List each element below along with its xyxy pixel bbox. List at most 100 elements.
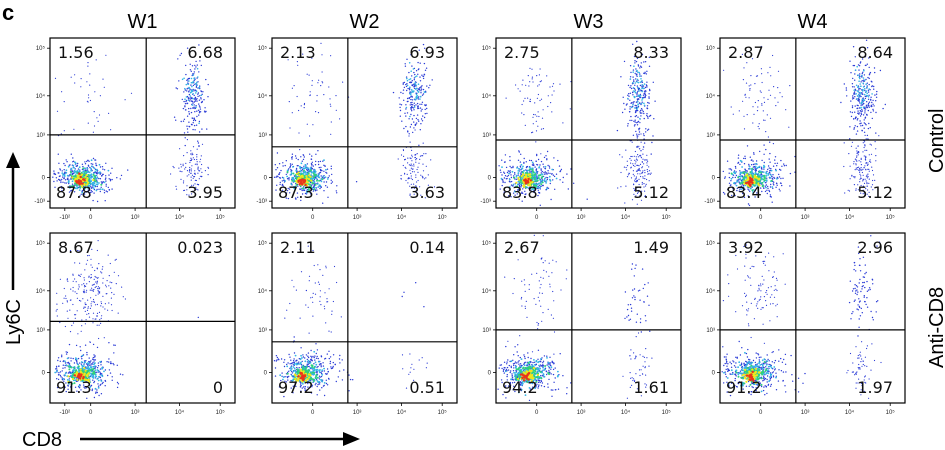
event-dot	[87, 164, 90, 166]
event-dot	[882, 107, 884, 110]
event-dot	[312, 176, 315, 179]
event-dot	[405, 115, 407, 117]
y-tick-label: 0	[712, 175, 716, 181]
event-dot	[858, 169, 860, 171]
event-dot	[94, 175, 97, 178]
event-dot	[110, 172, 112, 174]
event-dot	[566, 173, 568, 175]
event-dot	[860, 102, 862, 105]
event-dot	[641, 84, 644, 86]
event-dot	[188, 113, 191, 115]
event-dot	[311, 167, 313, 170]
event-dot	[632, 71, 634, 73]
event-dot	[193, 124, 196, 127]
event-dot	[640, 62, 642, 64]
event-dot	[870, 153, 873, 155]
event-dot	[423, 153, 425, 155]
event-dot	[778, 188, 780, 190]
event-dot	[862, 179, 865, 181]
event-dot	[858, 107, 861, 109]
event-dot	[299, 167, 302, 170]
event-dot	[632, 76, 634, 78]
event-dot	[312, 190, 315, 192]
event-dot	[98, 188, 100, 190]
event-dot	[416, 114, 419, 116]
event-dot	[537, 177, 540, 180]
event-dot	[278, 163, 281, 165]
event-dot	[652, 135, 654, 137]
event-dot	[63, 162, 65, 165]
event-dot	[854, 56, 856, 58]
event-dot	[94, 355, 96, 357]
event-dot	[196, 100, 198, 102]
event-dot	[198, 112, 201, 114]
event-dot	[291, 87, 293, 89]
event-dot	[191, 81, 194, 84]
event-dot	[321, 178, 324, 181]
event-dot	[295, 157, 297, 159]
event-dot	[632, 104, 634, 106]
event-dot	[884, 103, 886, 106]
event-dot	[201, 100, 203, 103]
event-dot	[92, 356, 95, 359]
event-dot	[641, 172, 643, 174]
event-dot	[190, 107, 192, 110]
event-dot	[84, 344, 87, 346]
event-dot	[768, 89, 770, 91]
event-dot	[198, 114, 200, 116]
event-dot	[94, 91, 96, 93]
event-dot	[428, 87, 430, 89]
event-dot	[630, 177, 633, 179]
event-dot	[562, 122, 564, 124]
event-dot	[408, 97, 410, 100]
event-dot	[195, 60, 197, 63]
event-dot	[862, 86, 865, 88]
event-dot	[417, 88, 420, 90]
event-dot	[322, 175, 325, 178]
event-dot	[103, 181, 106, 184]
event-dot	[861, 124, 864, 127]
event-dot	[744, 94, 746, 96]
event-dot	[417, 171, 419, 173]
event-dot	[866, 63, 868, 65]
event-dot	[201, 163, 203, 166]
x-tick-label: 10⁴	[621, 214, 631, 221]
event-dot	[201, 176, 203, 178]
event-dot	[76, 184, 79, 186]
event-dot	[175, 119, 177, 121]
event-dot	[92, 187, 95, 190]
event-dot	[625, 166, 627, 169]
event-dot	[635, 158, 638, 160]
event-dot	[183, 189, 185, 192]
event-dot	[624, 202, 626, 204]
event-dot	[862, 77, 865, 79]
event-dot	[749, 174, 752, 177]
event-dot	[190, 172, 192, 174]
event-dot	[868, 154, 870, 156]
event-dot	[630, 71, 632, 74]
event-dot	[63, 130, 65, 132]
event-dot	[65, 169, 68, 172]
event-dot	[734, 165, 737, 168]
event-dot	[849, 60, 851, 62]
event-dot	[102, 168, 104, 170]
event-dot	[638, 133, 640, 136]
event-dot	[773, 86, 775, 88]
event-dot	[193, 90, 195, 92]
event-dot	[734, 172, 737, 175]
event-dot	[80, 193, 82, 195]
event-dot	[197, 142, 200, 144]
event-dot	[546, 150, 549, 153]
event-dot	[520, 168, 523, 170]
event-dot	[299, 175, 302, 179]
event-dot	[111, 379, 113, 381]
event-dot	[875, 148, 877, 150]
event-dot	[634, 72, 636, 75]
event-dot	[122, 374, 124, 376]
event-dot	[103, 192, 106, 194]
event-dot	[79, 185, 82, 188]
event-dot	[652, 81, 654, 84]
event-dot	[638, 90, 640, 92]
event-dot	[411, 165, 413, 167]
event-dot	[855, 147, 857, 149]
